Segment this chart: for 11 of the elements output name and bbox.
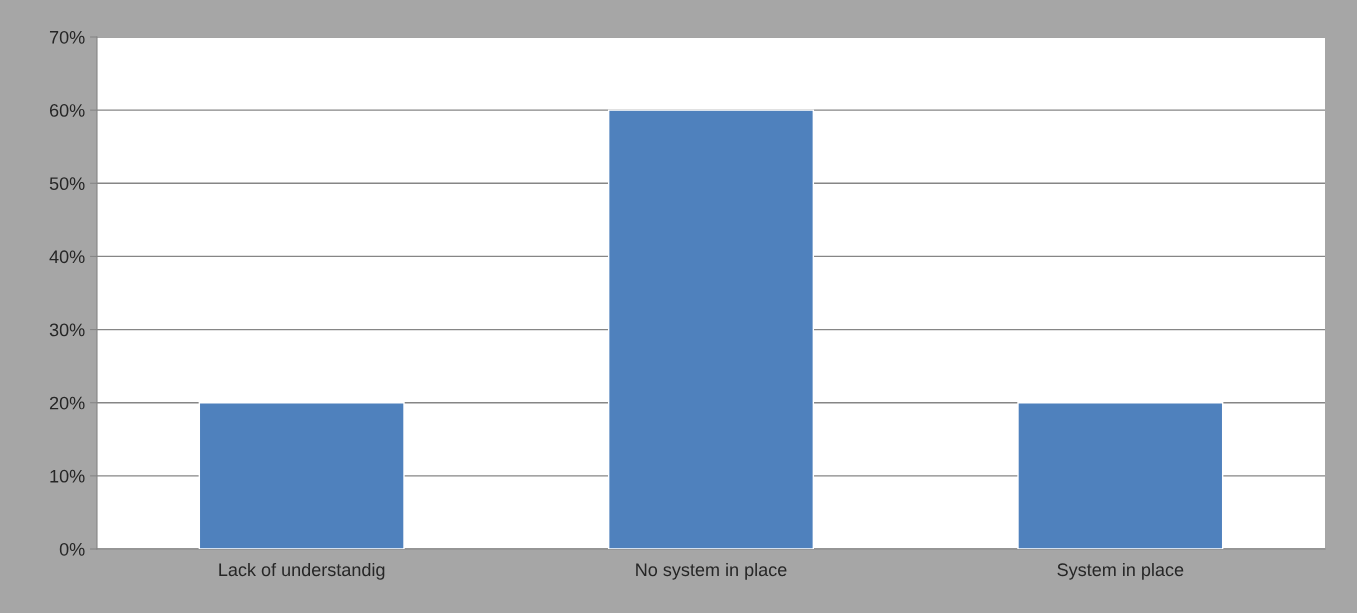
y-tick-label: 30% <box>49 323 85 337</box>
y-tick-label: 40% <box>49 250 85 264</box>
y-tick-label: 10% <box>50 469 85 483</box>
x-tick-label: Lack of understandig <box>219 562 385 580</box>
y-tick-label: 0% <box>59 542 85 556</box>
y-tick-label: 20% <box>49 396 85 410</box>
x-tick-label: System in place <box>1057 562 1184 580</box>
y-tick-label: 60% <box>49 104 85 117</box>
x-tick-label: No system in place <box>636 562 787 580</box>
y-tick-label: 70% <box>49 30 85 44</box>
y-tick-label: 50% <box>49 177 85 191</box>
